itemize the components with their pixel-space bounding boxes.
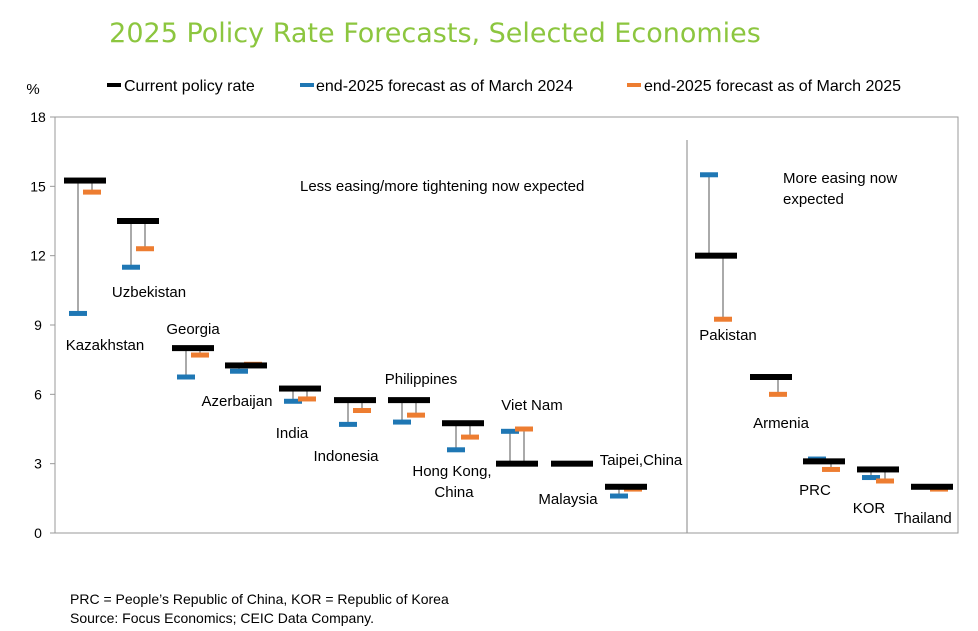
economy-label-viet-nam: Viet Nam [501, 397, 562, 414]
marker-current-indonesia [334, 397, 376, 404]
marker-mar2025-indonesia [353, 408, 371, 414]
marker-mar2024-pakistan [700, 172, 718, 178]
marker-current-prc [803, 458, 845, 465]
economy-label-india: India [276, 425, 309, 442]
legend-swatch-mar2024 [300, 83, 314, 87]
abbreviation-note: PRC = People’s Republic of China, KOR = … [70, 591, 449, 607]
economy-label-malaysia: Malaysia [538, 491, 598, 508]
marker-mar2024-india [284, 398, 302, 404]
marker-current-thailand [911, 483, 953, 490]
marker-mar2025-kor [876, 478, 894, 484]
marker-mar2024-kor [862, 475, 880, 481]
economy-label-hong-kong-china: Hong Kong, [412, 463, 491, 480]
y-tick-label: 9 [34, 317, 42, 333]
marker-mar2025-pakistan [714, 316, 732, 322]
economy-label-georgia: Georgia [166, 321, 220, 338]
y-tick-label: 3 [34, 456, 42, 472]
source-note: Source: Focus Economics; CEIC Data Compa… [70, 610, 374, 626]
marker-current-uzbekistan [117, 218, 159, 224]
marker-mar2025-armenia [769, 391, 787, 397]
marker-current-kor [857, 466, 899, 473]
marker-current-kazakhstan [64, 177, 106, 184]
marker-mar2025-viet-nam [515, 426, 533, 432]
legend-label-mar2025: end-2025 forecast as of March 2025 [644, 78, 901, 95]
marker-current-georgia [172, 345, 214, 352]
marker-current-taipei-china [605, 483, 647, 490]
economy-label-kazakhstan: Kazakhstan [66, 337, 144, 354]
legend-label-mar2024: end-2025 forecast as of March 2024 [316, 78, 573, 95]
economy-label-philippines: Philippines [385, 371, 458, 388]
annotation-less-easing: Less easing/more tightening now expected [300, 178, 584, 195]
marker-current-philippines [388, 397, 430, 404]
marker-mar2025-georgia [191, 352, 209, 358]
legend-swatch-current [107, 83, 121, 87]
marker-current-pakistan [695, 252, 737, 259]
marker-current-azerbaijan [225, 362, 267, 369]
legend-label-current: Current policy rate [124, 78, 255, 95]
annotation-more-easing-1: More easing now [783, 170, 897, 187]
chart-notes: PRC = People’s Republic of China, KOR = … [70, 590, 449, 628]
policy-rate-chart: 0 3 6 9 12 15 18% Current policy rate end-2025 f… [26, 78, 959, 541]
marker-mar2024-indonesia [339, 421, 357, 427]
marker-mar2024-uzbekistan [122, 264, 140, 270]
economy-label-pakistan: Pakistan [699, 327, 757, 344]
marker-mar2025-uzbekistan [136, 246, 154, 252]
economy-label-kor: KOR [853, 500, 886, 517]
marker-current-armenia [750, 374, 792, 380]
marker-mar2025-philippines [407, 412, 425, 418]
marker-mar2025-kazakhstan [83, 189, 101, 195]
economy-label-thailand: Thailand [894, 510, 952, 527]
y-tick-label: 0 [34, 525, 42, 541]
chart-title: 2025 Policy Rate Forecasts, Selected Eco… [109, 18, 761, 49]
marker-mar2024-viet-nam [501, 428, 519, 434]
marker-mar2024-georgia [177, 374, 195, 380]
y-axis-unit: % [26, 81, 39, 98]
y-tick-label: 12 [30, 248, 46, 264]
economy-label-hong-kong-china-2: China [434, 484, 474, 501]
economy-label-prc: PRC [799, 482, 831, 499]
marker-mar2024-azerbaijan [230, 368, 248, 374]
marker-current-india [279, 385, 321, 392]
economy-label-uzbekistan: Uzbekistan [112, 284, 186, 301]
marker-mar2024-hong-kong-china [447, 447, 465, 453]
marker-mar2025-hong-kong-china [461, 434, 479, 440]
legend-swatch-mar2025 [627, 83, 641, 87]
marker-mar2024-taipei-china [610, 493, 628, 499]
y-tick-label: 18 [30, 109, 46, 125]
marker-current-viet-nam [496, 460, 538, 467]
y-tick-label: 6 [34, 386, 42, 402]
marker-mar2024-philippines [393, 419, 411, 425]
marker-current-malaysia [551, 460, 593, 467]
economy-label-armenia: Armenia [753, 415, 810, 432]
marker-mar2024-kazakhstan [69, 310, 87, 316]
economy-label-taipei-china: Taipei,China [600, 452, 683, 469]
marker-mar2025-prc [822, 466, 840, 472]
y-tick-label: 15 [30, 178, 46, 194]
marker-current-hong-kong-china [442, 420, 484, 427]
marker-mar2025-india [298, 396, 316, 402]
annotation-more-easing-2: expected [783, 191, 844, 208]
economy-label-azerbaijan: Azerbaijan [202, 393, 273, 410]
economy-label-indonesia: Indonesia [313, 448, 379, 465]
